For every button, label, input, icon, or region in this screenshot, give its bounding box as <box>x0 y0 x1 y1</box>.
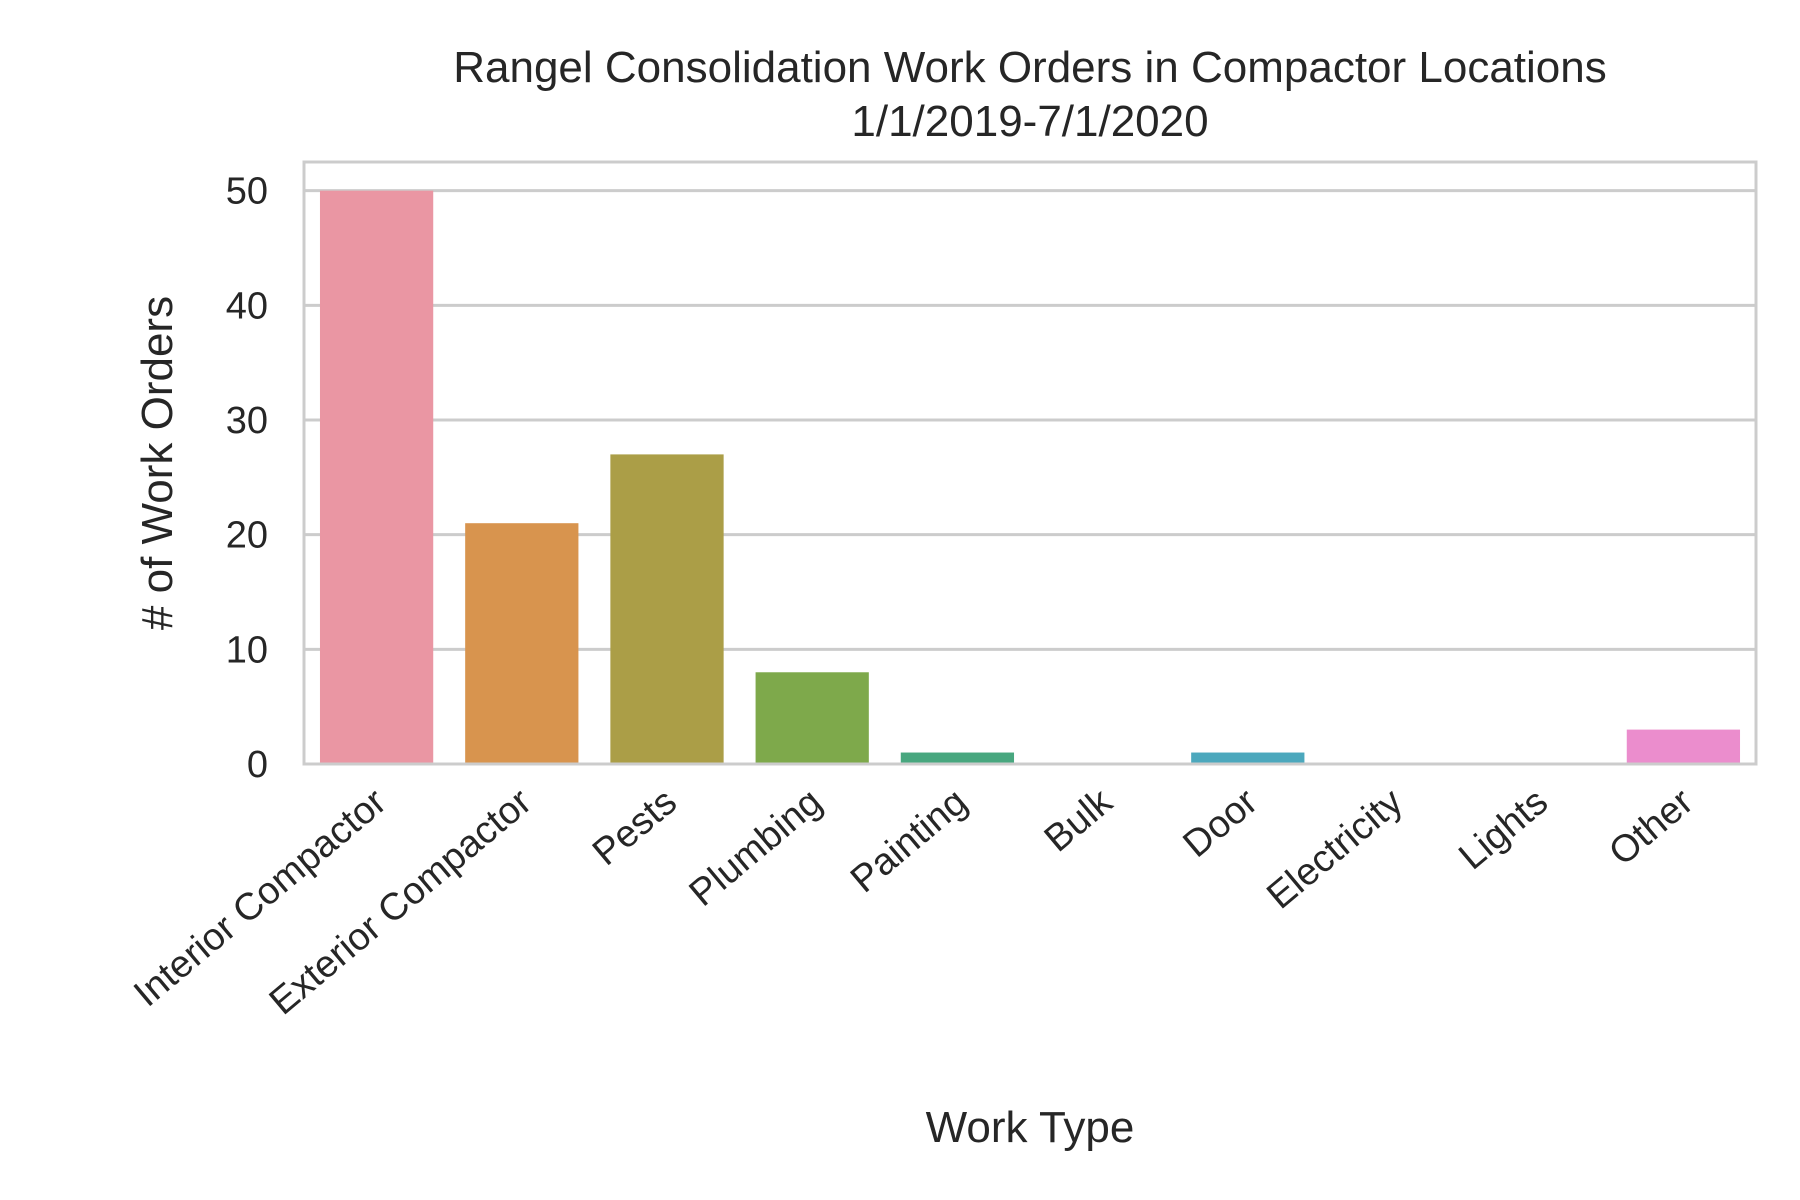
bar-painting <box>900 752 1015 764</box>
x-tick-label-painting: Painting <box>843 781 975 901</box>
x-tick-label-other: Other <box>1601 781 1701 874</box>
x-tick-label-door: Door <box>1175 781 1265 866</box>
x-tick-label-plumbing: Plumbing <box>682 781 830 915</box>
bar-pests <box>610 454 724 764</box>
x-tick-label-lights: Lights <box>1451 781 1556 878</box>
bar-other <box>1626 729 1741 764</box>
bar-door <box>1191 752 1305 764</box>
x-tick-label-pests: Pests <box>585 781 685 874</box>
chart-title: Rangel Consolidation Work Orders in Comp… <box>453 43 1607 92</box>
x-tick-label-electricity: Electricity <box>1259 781 1411 918</box>
bar-interior-compactor <box>319 190 434 764</box>
y-axis-label: # of Work Orders <box>133 296 182 630</box>
x-tick-label-exterior-compactor: Exterior Compactor <box>262 781 540 1024</box>
bar-plumbing <box>755 672 869 764</box>
y-tick-label-0: 0 <box>247 744 268 786</box>
x-axis-label: Work Type <box>926 1103 1135 1152</box>
x-tick-label-interior-compactor: Interior Compactor <box>126 781 394 1016</box>
y-tick-label-50: 50 <box>226 171 268 213</box>
y-tick-labels: 0 10 20 30 40 50 <box>226 171 268 786</box>
bar-exterior-compactor <box>465 523 579 764</box>
y-tick-label-20: 20 <box>226 515 268 557</box>
plot-frame <box>302 160 1758 766</box>
y-tick-label-40: 40 <box>226 285 268 327</box>
chart-subtitle: 1/1/2019-7/1/2020 <box>851 97 1208 146</box>
y-tick-label-10: 10 <box>226 629 268 671</box>
bars <box>319 190 1741 764</box>
y-tick-label-30: 30 <box>226 400 268 442</box>
x-tick-label-bulk: Bulk <box>1037 780 1121 860</box>
